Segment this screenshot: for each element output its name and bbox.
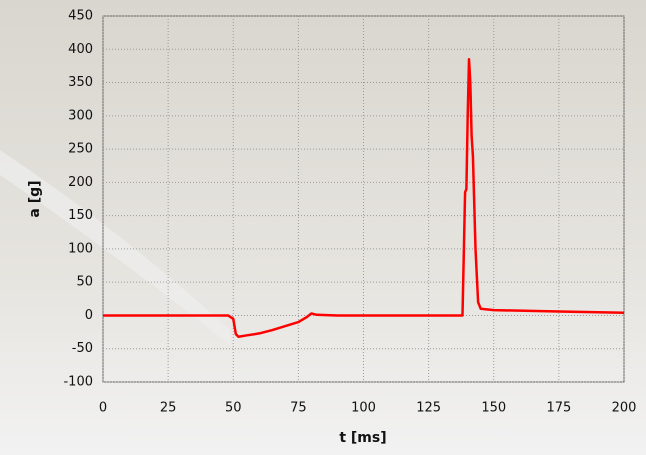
x-tick-label: 200 (612, 401, 637, 416)
x-tick-label: 175 (546, 401, 571, 416)
x-tick-label: 150 (481, 401, 506, 416)
x-tick-label: 50 (225, 401, 242, 416)
y-axis-title: a [g] (27, 180, 43, 217)
y-tick-label: 250 (68, 142, 93, 157)
y-tick-label: -50 (72, 341, 93, 356)
y-tick-label: 450 (68, 9, 93, 24)
y-tick-label: 200 (68, 175, 93, 190)
y-tick-label: 400 (68, 42, 93, 57)
y-tick-label: 50 (76, 275, 93, 290)
x-axis-title: t [ms] (339, 430, 386, 446)
x-tick-label: 100 (351, 401, 376, 416)
y-tick-label: 0 (85, 308, 93, 323)
page: {"chart_data": {"type": "line", "x_label… (0, 0, 646, 455)
y-tick-label: 150 (68, 208, 93, 223)
y-tick-label: 100 (68, 241, 93, 256)
x-tick-label: 25 (160, 401, 177, 416)
chart: a [g] t [ms] -100-5005010015020025030035… (0, 0, 646, 455)
y-tick-label: 350 (68, 75, 93, 90)
x-tick-label: 125 (416, 401, 441, 416)
x-tick-label: 75 (290, 401, 307, 416)
x-tick-label: 0 (99, 401, 107, 416)
y-tick-label: -100 (63, 375, 93, 390)
y-tick-label: 300 (68, 108, 93, 123)
